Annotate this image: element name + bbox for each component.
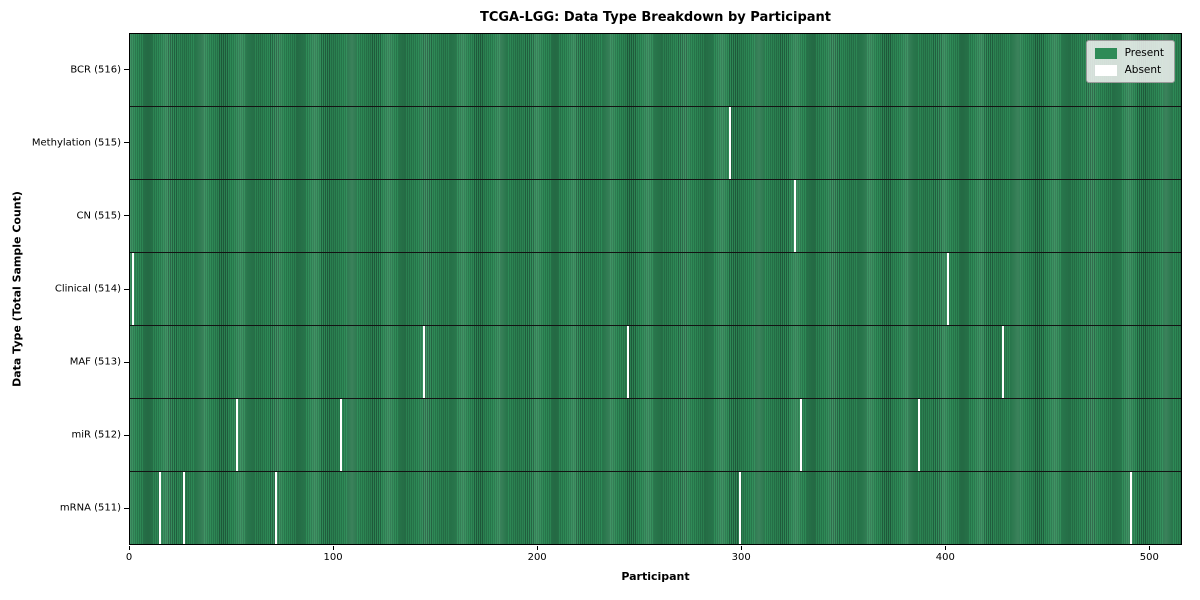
x-tick-mark: [333, 546, 335, 550]
x-tick-mark: [741, 546, 743, 550]
legend-label: Present: [1124, 47, 1164, 59]
y-tick-mark: [124, 361, 129, 363]
x-tick-mark: [537, 546, 539, 550]
absent-gap: [182, 472, 185, 544]
y-tick-mark: [124, 69, 129, 71]
legend-swatch-absent: [1094, 64, 1117, 76]
x-tick-mark: [1149, 546, 1151, 550]
plot-area: Present Absent: [129, 33, 1182, 545]
y-tick-mark: [124, 507, 129, 509]
absent-gap: [918, 399, 921, 471]
heatmap-row-cn: [130, 179, 1181, 252]
absent-gap: [626, 326, 629, 398]
y-tick-mark: [124, 215, 129, 217]
y-tick-mark: [124, 434, 129, 436]
y-tick-mark: [124, 288, 129, 290]
heatmap-row-mrna: [130, 471, 1181, 544]
legend-item-present: Present: [1094, 47, 1164, 59]
legend-swatch-present: [1094, 47, 1117, 59]
x-tick-mark: [945, 546, 947, 550]
x-tick-mark: [129, 546, 130, 550]
absent-gap: [132, 253, 135, 325]
y-tick-label: MAF (513): [69, 356, 121, 368]
absent-gap: [158, 472, 161, 544]
absent-gap: [800, 399, 803, 471]
chart-title: TCGA-LGG: Data Type Breakdown by Partici…: [479, 10, 832, 25]
y-tick-mark: [124, 142, 129, 144]
heatmap-row-methylation: [130, 106, 1181, 179]
x-tick-label: 500: [1139, 552, 1159, 563]
x-axis-label: Participant: [621, 570, 690, 583]
heatmap-row-clinical: [130, 252, 1181, 325]
absent-gap: [339, 399, 342, 471]
absent-gap: [1001, 326, 1004, 398]
absent-gap: [739, 472, 741, 544]
y-tick-label: miR (512): [71, 429, 121, 441]
y-tick-label: BCR (516): [70, 64, 121, 76]
absent-gap: [946, 253, 949, 325]
y-tick-label: Clinical (514): [54, 283, 121, 295]
x-tick-label: 200: [527, 552, 547, 563]
x-tick-label: 300: [731, 552, 751, 563]
heatmap-row-bcr: [130, 34, 1181, 106]
y-tick-label: Methylation (515): [31, 137, 121, 149]
x-tick-label: 100: [323, 552, 343, 563]
legend: Present Absent: [1085, 40, 1175, 83]
absent-gap: [274, 472, 277, 544]
heatmap-row-maf: [130, 325, 1181, 398]
absent-gap: [423, 326, 426, 398]
absent-gap: [1130, 472, 1133, 544]
x-tick-label: 0: [125, 552, 133, 563]
x-tick-label: 400: [935, 552, 955, 563]
y-tick-label: mRNA (511): [59, 502, 121, 514]
absent-gap: [794, 180, 796, 252]
heatmap-row-mir: [130, 398, 1181, 471]
absent-gap: [235, 399, 238, 471]
absent-gap: [728, 107, 731, 179]
y-tick-label: CN (515): [76, 210, 121, 222]
legend-label: Absent: [1124, 64, 1162, 76]
legend-item-absent: Absent: [1094, 64, 1164, 76]
